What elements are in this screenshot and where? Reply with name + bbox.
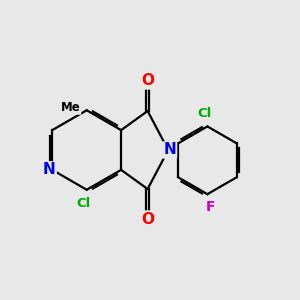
Text: Me: Me: [61, 101, 80, 114]
Text: F: F: [206, 200, 215, 214]
Text: Cl: Cl: [197, 107, 212, 120]
Text: N: N: [163, 142, 176, 158]
Text: O: O: [141, 212, 154, 226]
Text: N: N: [43, 162, 56, 177]
Text: O: O: [141, 74, 154, 88]
Text: Cl: Cl: [76, 197, 90, 210]
